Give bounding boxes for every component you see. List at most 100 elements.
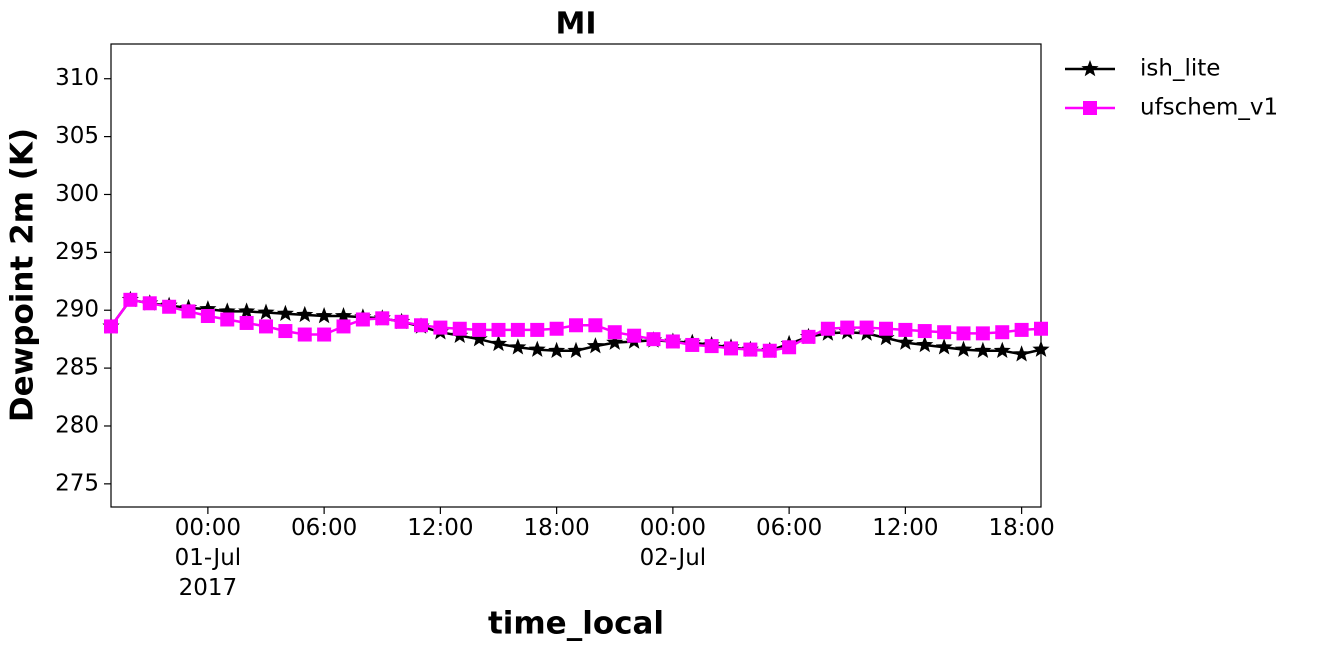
marker [278, 324, 293, 339]
marker [917, 324, 932, 339]
marker [1081, 60, 1099, 77]
x-tick-label: 18:00 [988, 515, 1054, 541]
y-tick-label: 280 [55, 412, 99, 438]
marker [607, 325, 622, 340]
marker [743, 342, 758, 357]
x-tick-label-line: 06:00 [756, 515, 822, 541]
y-axis-label: Dewpoint 2m (K) [5, 128, 41, 422]
marker [586, 337, 604, 354]
marker [414, 318, 428, 333]
marker [840, 320, 855, 335]
marker [782, 340, 797, 355]
marker [317, 327, 332, 342]
x-tick-label: 06:00 [756, 515, 822, 541]
chart-title: MI [555, 7, 596, 42]
marker [606, 333, 624, 350]
marker [315, 307, 333, 324]
marker [859, 320, 874, 335]
marker [567, 341, 585, 358]
legend-label: ish_lite [1140, 56, 1220, 82]
marker [935, 338, 953, 355]
marker [530, 322, 545, 337]
legend-label: ufschem_v1 [1140, 95, 1278, 121]
x-tick-label: 00:00 02-Jul [640, 515, 707, 571]
y-tick-label: 310 [55, 65, 99, 91]
marker [334, 307, 353, 324]
marker [394, 314, 409, 329]
marker [569, 318, 583, 333]
marker [509, 338, 527, 355]
marker [181, 304, 196, 319]
marker [762, 343, 777, 358]
x-tick-label: 06:00 [291, 515, 357, 541]
marker [433, 320, 448, 335]
marker [627, 328, 642, 343]
marker [296, 305, 314, 323]
marker [218, 302, 236, 319]
marker [472, 322, 487, 337]
marker [549, 321, 564, 336]
marker [142, 296, 157, 311]
marker [685, 337, 700, 352]
y-tick-label: 275 [55, 470, 99, 496]
marker [123, 292, 138, 307]
x-tick-label-line: 01-Jul [175, 545, 242, 571]
marker [489, 334, 508, 352]
marker [528, 340, 546, 357]
marker [956, 326, 971, 341]
x-tick-label: 00:00 01-Jul 2017 [175, 515, 242, 601]
x-tick-label-line: 18:00 [988, 515, 1054, 541]
marker [104, 319, 118, 334]
marker [820, 321, 835, 336]
marker [704, 339, 719, 354]
x-tick-label-line: 06:00 [291, 515, 357, 541]
marker [162, 299, 177, 314]
y-tick-label: 295 [55, 239, 99, 265]
x-tick-label: 12:00 [872, 515, 938, 541]
marker [646, 332, 661, 347]
x-tick-label: 12:00 [407, 515, 473, 541]
marker [336, 319, 351, 334]
marker [375, 311, 390, 326]
marker [452, 321, 467, 336]
marker [491, 322, 506, 337]
x-axis-label: time_local [488, 606, 664, 642]
marker [993, 341, 1011, 358]
y-tick-label: 290 [55, 297, 99, 323]
plot-frame [110, 43, 1042, 508]
marker [238, 302, 256, 319]
marker [355, 312, 370, 327]
marker [937, 325, 952, 340]
marker [724, 341, 738, 356]
x-tick-label-line: 02-Jul [640, 545, 707, 571]
marker [588, 318, 603, 333]
marker [974, 341, 992, 358]
marker [470, 330, 488, 347]
marker [1083, 101, 1097, 115]
marker [297, 327, 312, 342]
x-tick-label-line: 00:00 [175, 515, 241, 541]
marker [276, 304, 294, 321]
x-tick-label: 18:00 [523, 515, 589, 541]
marker [801, 329, 816, 344]
x-tick-label-line: 18:00 [523, 515, 589, 541]
marker [239, 315, 254, 330]
x-tick-label-line: 12:00 [407, 515, 473, 541]
marker [898, 322, 913, 337]
y-tick-label: 300 [55, 181, 99, 207]
marker [1034, 321, 1048, 336]
marker [257, 303, 275, 320]
marker [259, 319, 273, 334]
marker [665, 334, 680, 349]
marker [1032, 340, 1050, 357]
marker [879, 321, 893, 336]
marker [510, 322, 525, 337]
marker [220, 312, 235, 327]
marker [995, 325, 1010, 340]
marker [548, 341, 566, 358]
marker [199, 300, 217, 317]
x-tick-label-line: 2017 [179, 575, 238, 601]
x-tick-label-line: 12:00 [872, 515, 938, 541]
y-tick-label: 285 [55, 355, 99, 381]
